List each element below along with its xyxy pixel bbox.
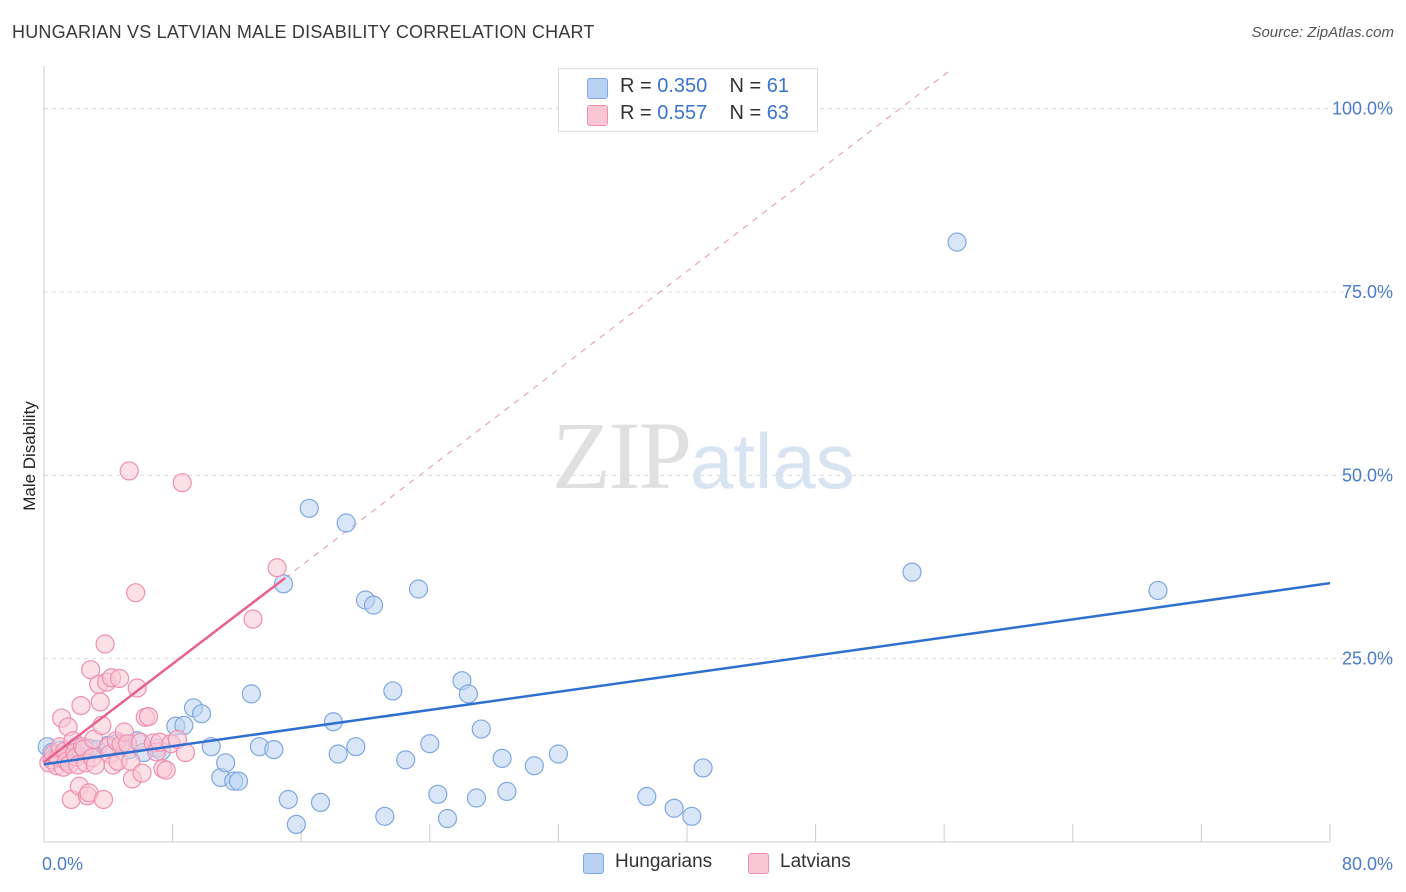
hungarians-point — [471, 719, 491, 739]
hungarians-point — [492, 748, 512, 769]
y-tick-label: 25.0% — [1342, 649, 1393, 669]
bottom-legend-label: Latvians — [780, 851, 851, 872]
hungarians-point — [286, 814, 306, 835]
latvians-swatch — [748, 853, 769, 874]
hungarians-point — [437, 808, 458, 829]
hungarians-point — [458, 684, 478, 704]
hungarians-point — [273, 574, 294, 594]
y-axis-label: Male Disability — [20, 401, 39, 511]
legend-r-label: R = — [620, 75, 658, 97]
hungarians-point — [383, 681, 403, 701]
hungarians-point — [408, 579, 429, 599]
stats-legend: R = 0.350 N = 61 R = 0.557 N = 63 — [558, 68, 818, 132]
legend-r-label: R = — [620, 102, 658, 124]
hungarians-point — [241, 684, 261, 704]
hungarians-points — [37, 232, 1168, 835]
latvians-point — [90, 692, 110, 712]
legend-n-value: 61 — [766, 75, 790, 97]
hungarians-point — [299, 498, 319, 518]
latvians-point — [109, 668, 130, 689]
x-tick-label: 80.0% — [1342, 854, 1393, 874]
hungarians-point — [637, 786, 657, 807]
legend-n-label: N = — [729, 75, 767, 97]
y-tick-label: 100.0% — [1332, 99, 1393, 119]
hungarians-point — [228, 771, 249, 791]
hungarians-point — [396, 750, 416, 770]
trend-lines — [43, 577, 1331, 766]
hungarians-point — [664, 798, 684, 818]
latvians-point — [127, 678, 147, 698]
latvians-point — [95, 634, 115, 654]
hungarians-point — [375, 806, 395, 826]
axes — [43, 66, 1331, 843]
hungarians-point — [420, 734, 440, 754]
latvians-trend-line — [43, 577, 286, 764]
y-tick-label: 75.0% — [1342, 282, 1393, 302]
hungarians-point — [947, 232, 967, 252]
chart-title: HUNGARIAN VS LATVIAN MALE DISABILITY COR… — [12, 22, 595, 42]
latvians-point — [243, 609, 263, 629]
latvians-point — [138, 706, 159, 727]
legend-n-value: 63 — [766, 102, 790, 124]
latvians-point — [172, 473, 192, 493]
hungarians-point — [497, 781, 517, 802]
legend-r-value: 0.557 — [657, 102, 708, 124]
latvians-point — [119, 461, 139, 481]
hungarians-point — [1148, 580, 1168, 601]
hungarians-point — [524, 756, 544, 776]
hungarians-point — [278, 789, 298, 810]
reference-line — [284, 71, 949, 579]
hungarians-swatch — [583, 853, 604, 874]
latvians-point — [156, 760, 176, 780]
bottom-legend-label: Hungarians — [615, 851, 713, 872]
y-tick-label: 50.0% — [1342, 465, 1393, 485]
hungarians-point — [216, 753, 236, 773]
hungarians-point — [693, 758, 713, 778]
hungarians-point — [264, 739, 284, 760]
latvians-point — [132, 763, 152, 783]
latvians-point — [71, 695, 91, 716]
hungarians-point — [346, 737, 366, 757]
hungarians-point — [328, 744, 348, 764]
legend-r-value: 0.350 — [657, 75, 708, 97]
watermark-atlas: atlas — [690, 417, 855, 505]
gridlines — [44, 108, 1392, 660]
hungarians-swatch — [587, 78, 608, 99]
hungarians-point — [902, 562, 922, 582]
legend-n-label: N = — [729, 102, 767, 124]
hungarians-point — [363, 595, 384, 615]
reference-diagonal — [284, 71, 949, 579]
latvians-point — [267, 558, 287, 578]
latvians-point — [93, 789, 114, 810]
hungarians-point — [310, 792, 331, 813]
hungarians-point — [191, 704, 212, 724]
watermark-zip: ZIP — [552, 402, 692, 509]
latvians-point — [81, 660, 101, 680]
latvians-points — [39, 461, 287, 810]
hungarians-point — [548, 744, 569, 764]
tick-labels: 25.0% 50.0% 75.0% 100.0% 0.0% 80.0% — [42, 99, 1393, 874]
hungarians-point — [466, 788, 487, 808]
hungarians-point — [682, 806, 702, 826]
hungarians-point — [428, 784, 448, 804]
watermark: ZIPatlas — [552, 400, 855, 511]
chart-source: Source: ZipAtlas.com — [1251, 24, 1394, 41]
hungarians-trend-line — [43, 581, 1331, 766]
latvians-point — [126, 583, 146, 603]
hungarians-point — [336, 513, 356, 533]
latvians-swatch — [587, 105, 608, 126]
x-tick-label: 0.0% — [42, 854, 83, 874]
